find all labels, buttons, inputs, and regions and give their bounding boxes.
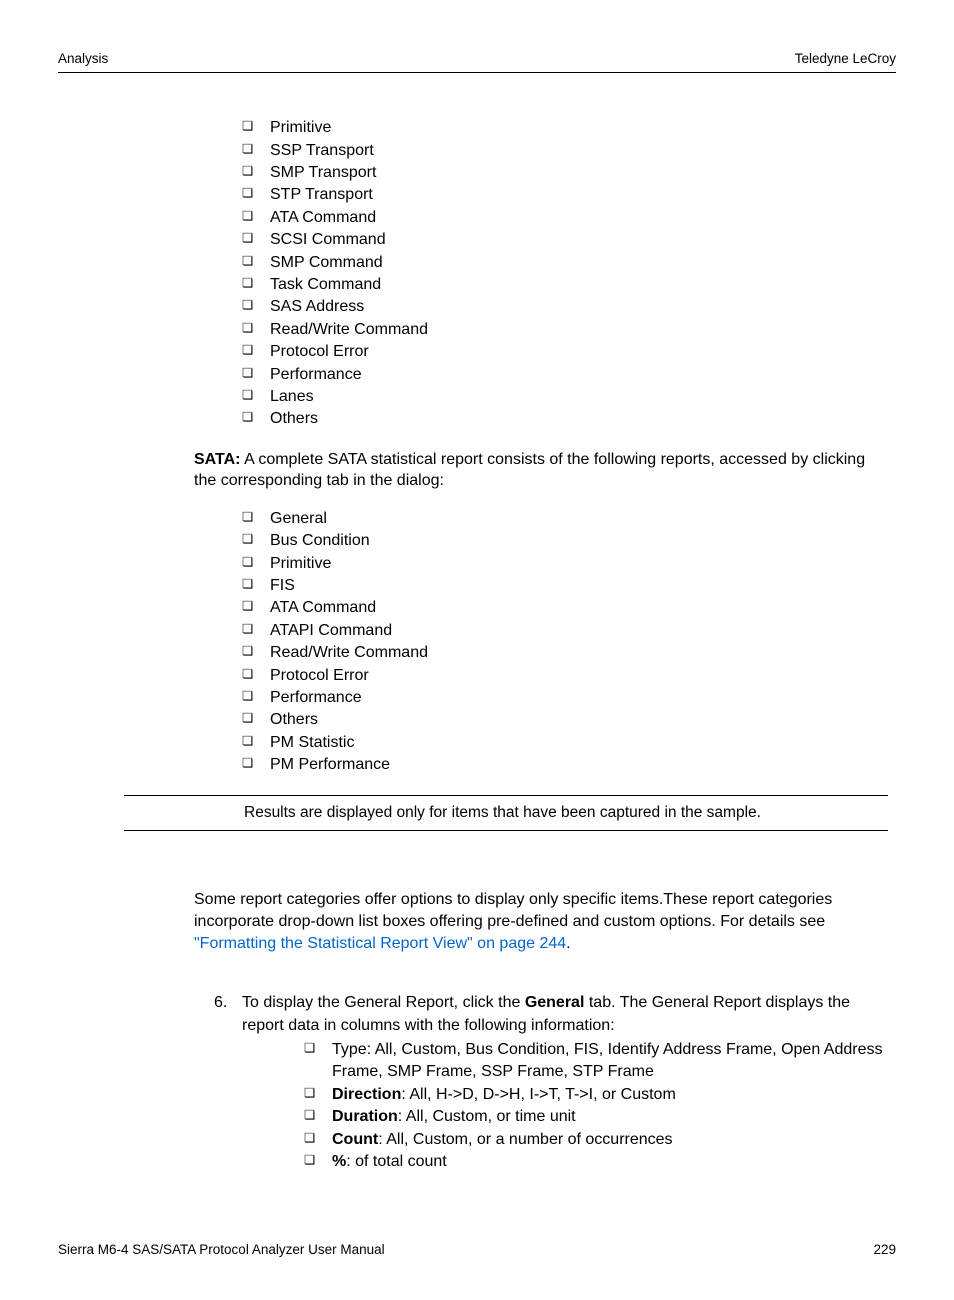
list-item: SMP Transport — [242, 162, 888, 184]
footer-left: Sierra M6-4 SAS/SATA Protocol Analyzer U… — [58, 1241, 385, 1259]
sata-intro-text: A complete SATA statistical report consi… — [194, 451, 865, 490]
steps-list: 6. To display the General Report, click … — [194, 992, 888, 1173]
list-item: PM Performance — [242, 754, 888, 776]
main-content: PrimitiveSSP TransportSMP TransportSTP T… — [58, 117, 896, 1173]
step-6-pre: To display the General Report, click the — [242, 994, 525, 1011]
sata-intro-paragraph: SATA: A complete SATA statistical report… — [194, 449, 888, 492]
sas-report-list: PrimitiveSSP TransportSMP TransportSTP T… — [194, 117, 888, 430]
list-item: ATA Command — [242, 207, 888, 229]
list-item: Type: All, Custom, Bus Condition, FIS, I… — [304, 1039, 888, 1084]
step-6: 6. To display the General Report, click … — [214, 992, 888, 1173]
step-number: 6. — [214, 992, 227, 1014]
list-item: Primitive — [242, 553, 888, 575]
list-item-bold: Duration — [332, 1108, 398, 1125]
list-item: PM Statistic — [242, 732, 888, 754]
list-item: Performance — [242, 687, 888, 709]
list-item-rest: : All, H->D, D->H, I->T, T->I, or Custom — [401, 1086, 675, 1103]
list-item-rest: : of total count — [346, 1153, 447, 1170]
header-right: Teledyne LeCroy — [795, 50, 896, 68]
list-item: Task Command — [242, 274, 888, 296]
list-item-rest: : All, Custom, or a number of occurrence… — [378, 1131, 672, 1148]
sata-report-list: GeneralBus ConditionPrimitiveFISATA Comm… — [194, 508, 888, 777]
list-item: SMP Command — [242, 252, 888, 274]
list-item: Read/Write Command — [242, 319, 888, 341]
note-block: Results are displayed only for items tha… — [124, 795, 888, 832]
list-item-bold: % — [332, 1153, 346, 1170]
sata-label: SATA: — [194, 451, 241, 468]
list-item: General — [242, 508, 888, 530]
list-item: Direction: All, H->D, D->H, I->T, T->I, … — [304, 1084, 888, 1106]
options-paragraph: Some report categories offer options to … — [194, 889, 888, 954]
list-item: Duration: All, Custom, or time unit — [304, 1106, 888, 1128]
list-item: Others — [242, 408, 888, 430]
list-item: Count: All, Custom, or a number of occur… — [304, 1129, 888, 1151]
list-item: Others — [242, 709, 888, 731]
list-item: Performance — [242, 364, 888, 386]
list-item: Primitive — [242, 117, 888, 139]
list-item: SAS Address — [242, 296, 888, 318]
list-item: %: of total count — [304, 1151, 888, 1173]
page-footer: Sierra M6-4 SAS/SATA Protocol Analyzer U… — [58, 1241, 896, 1259]
list-item: Read/Write Command — [242, 642, 888, 664]
formatting-link[interactable]: "Formatting the Statistical Report View"… — [194, 935, 566, 952]
page-header: Analysis Teledyne LeCroy — [58, 50, 896, 73]
list-item: SSP Transport — [242, 140, 888, 162]
list-item: STP Transport — [242, 184, 888, 206]
list-item-bold: Direction — [332, 1086, 401, 1103]
options-para-tail: . — [566, 935, 570, 952]
list-item: SCSI Command — [242, 229, 888, 251]
list-item: Protocol Error — [242, 665, 888, 687]
note-text: Results are displayed only for items tha… — [194, 803, 888, 824]
list-item: ATA Command — [242, 597, 888, 619]
list-item: Protocol Error — [242, 341, 888, 363]
list-item-bold: Count — [332, 1131, 378, 1148]
list-item-rest: : All, Custom, or time unit — [398, 1108, 576, 1125]
options-para-text: Some report categories offer options to … — [194, 891, 832, 930]
list-item: ATAPI Command — [242, 620, 888, 642]
list-item: Lanes — [242, 386, 888, 408]
list-item: Bus Condition — [242, 530, 888, 552]
header-left: Analysis — [58, 50, 108, 68]
footer-right: 229 — [873, 1241, 896, 1259]
step-6-sublist: Type: All, Custom, Bus Condition, FIS, I… — [242, 1039, 888, 1173]
step-6-bold: General — [525, 994, 585, 1011]
list-item: FIS — [242, 575, 888, 597]
